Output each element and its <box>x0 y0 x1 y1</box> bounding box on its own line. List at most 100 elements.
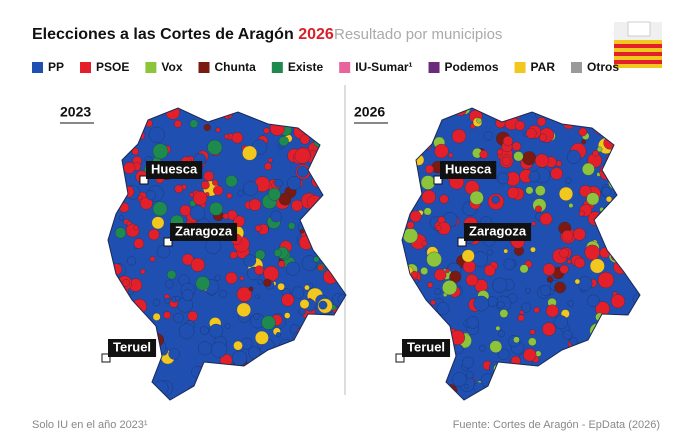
municipality <box>592 150 599 157</box>
municipality <box>231 350 248 366</box>
city-box <box>108 339 157 357</box>
municipality <box>586 192 600 206</box>
municipality <box>179 204 192 217</box>
municipality <box>514 120 525 131</box>
municipality <box>530 246 536 253</box>
municipality <box>425 164 434 174</box>
municipality <box>633 320 640 334</box>
municipality <box>173 312 184 324</box>
municipality <box>464 384 469 389</box>
municipality <box>439 194 449 204</box>
municipality <box>449 270 462 283</box>
municipality <box>126 256 137 266</box>
municipality <box>201 381 216 397</box>
municipality <box>476 117 482 124</box>
municipality <box>314 130 323 139</box>
municipality <box>405 117 418 131</box>
municipality <box>424 360 439 374</box>
municipality <box>517 314 525 322</box>
municipality <box>340 155 346 168</box>
municipality <box>411 312 421 322</box>
municipality <box>507 186 520 199</box>
municipality <box>497 172 509 185</box>
municipality <box>214 274 221 281</box>
municipality <box>281 375 293 388</box>
subtitle: Resultado por municipios <box>334 26 502 43</box>
municipality <box>312 340 320 348</box>
municipality <box>534 153 549 168</box>
municipality <box>308 368 321 380</box>
municipality <box>589 258 605 274</box>
municipality <box>483 131 494 141</box>
municipality <box>275 365 290 380</box>
municipality <box>299 229 305 234</box>
municipality <box>620 387 634 400</box>
municipality <box>271 374 277 380</box>
legend-label: Otros <box>587 60 619 74</box>
municipality <box>279 367 285 372</box>
municipality <box>445 384 458 397</box>
municipality <box>623 99 627 103</box>
municipality <box>108 372 112 381</box>
municipality <box>333 108 340 115</box>
municipality <box>331 108 345 115</box>
municipality <box>203 123 211 131</box>
legend-label: IU-Sumar¹ <box>355 60 412 74</box>
municipality <box>420 142 428 150</box>
municipality <box>539 133 548 142</box>
municipality <box>253 313 260 320</box>
municipality <box>271 366 278 373</box>
legend-label: Vox <box>161 60 182 74</box>
municipality <box>619 379 636 396</box>
municipality <box>425 130 434 140</box>
municipality <box>427 282 434 288</box>
city-label: Teruel <box>113 339 151 354</box>
municipality <box>203 170 214 182</box>
municipality <box>335 189 346 202</box>
legend-swatch <box>514 62 526 73</box>
municipality <box>421 240 428 247</box>
municipality <box>332 179 346 196</box>
municipality <box>513 151 524 162</box>
municipality <box>189 119 199 128</box>
municipality <box>402 370 415 388</box>
city-label: Teruel <box>407 339 445 354</box>
outline <box>107 107 347 401</box>
municipality <box>558 365 565 373</box>
municipality <box>153 108 160 113</box>
municipality <box>298 337 312 351</box>
municipality <box>619 314 631 325</box>
municipality <box>340 220 346 233</box>
municipality <box>210 341 228 358</box>
municipality <box>529 329 536 335</box>
municipality <box>436 302 450 315</box>
municipality <box>550 167 563 180</box>
municipality <box>309 108 324 121</box>
municipality <box>634 325 640 338</box>
municipality <box>630 239 636 245</box>
municipality <box>152 143 169 160</box>
municipality <box>625 214 636 224</box>
municipality <box>434 268 447 281</box>
municipality <box>618 108 632 121</box>
municipality <box>413 108 423 113</box>
municipality <box>229 251 238 259</box>
municipality <box>525 127 537 139</box>
municipality <box>254 265 265 276</box>
municipality <box>584 342 592 350</box>
city-marker <box>433 175 443 185</box>
municipality <box>592 119 600 127</box>
municipality <box>109 292 126 309</box>
city-box <box>146 161 203 179</box>
municipality <box>138 367 148 377</box>
municipality <box>445 268 450 274</box>
municipality <box>237 190 244 197</box>
municipality <box>610 172 625 187</box>
municipality <box>261 315 276 330</box>
municipality <box>414 392 427 400</box>
municipality <box>338 168 346 183</box>
municipality <box>621 361 636 377</box>
municipality <box>409 210 422 223</box>
legend-label: PAR <box>531 60 556 74</box>
municipality <box>307 375 317 385</box>
